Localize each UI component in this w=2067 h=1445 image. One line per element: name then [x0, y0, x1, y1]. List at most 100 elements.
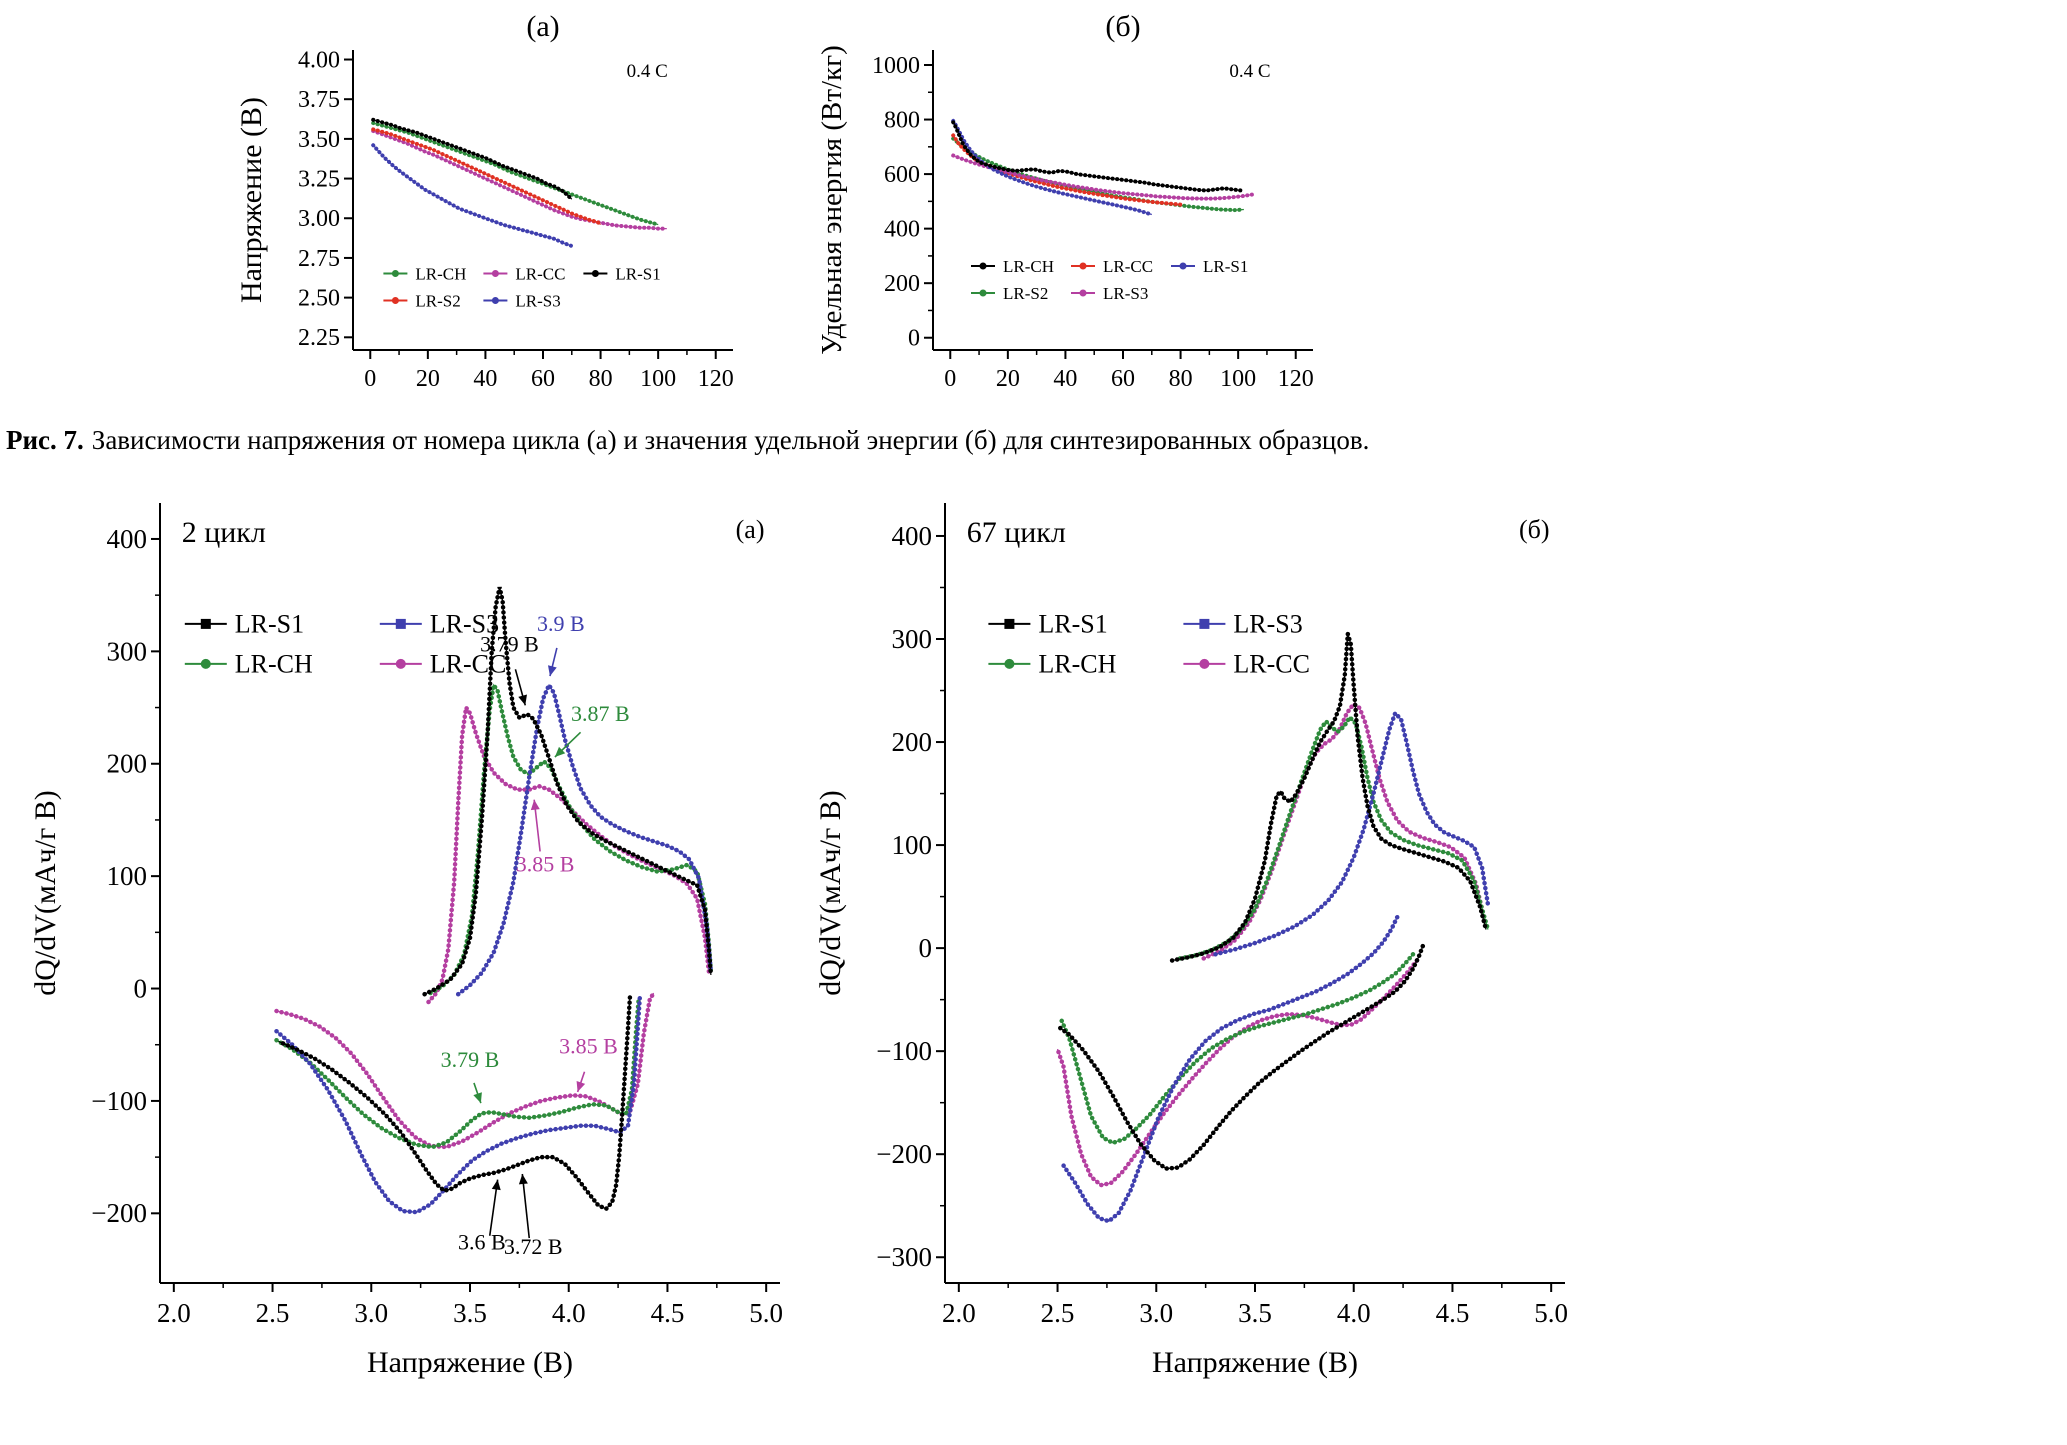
- svg-text:400: 400: [892, 521, 933, 551]
- svg-text:LR-S3: LR-S3: [1103, 284, 1148, 303]
- svg-text:60: 60: [531, 366, 555, 392]
- svg-text:LR-CC: LR-CC: [515, 264, 565, 283]
- svg-text:4.5: 4.5: [1436, 1298, 1470, 1328]
- svg-text:LR-S3: LR-S3: [515, 291, 560, 310]
- chart-energy-vs-cycle: 0 20 40 60 80 100 120 0 200 400 600 800 1000 Удельная…: [815, 0, 1338, 430]
- svg-text:LR-CH: LR-CH: [415, 264, 466, 283]
- svg-text:LR-S1: LR-S1: [615, 264, 660, 283]
- svg-text:Напряжение (В): Напряжение (В): [235, 97, 268, 303]
- svg-text:20: 20: [416, 366, 440, 392]
- svg-text:3.0: 3.0: [1139, 1298, 1173, 1328]
- svg-text:80: 80: [1169, 366, 1193, 392]
- svg-text:−100: −100: [876, 1036, 932, 1066]
- svg-text:(б): (б): [1105, 10, 1140, 43]
- svg-text:100: 100: [892, 830, 933, 860]
- svg-text:4.5: 4.5: [651, 1298, 685, 1328]
- svg-text:120: 120: [698, 366, 734, 392]
- svg-text:3.72 В: 3.72 В: [504, 1234, 563, 1259]
- svg-text:200: 200: [884, 271, 920, 297]
- svg-text:4.0: 4.0: [1337, 1298, 1371, 1328]
- svg-text:0: 0: [944, 366, 956, 392]
- svg-text:LR-S1: LR-S1: [235, 610, 304, 639]
- svg-text:600: 600: [884, 162, 920, 188]
- svg-text:(а): (а): [526, 10, 559, 43]
- svg-text:3.0: 3.0: [354, 1298, 388, 1328]
- svg-text:−200: −200: [876, 1139, 932, 1169]
- svg-text:LR-S3: LR-S3: [1233, 610, 1302, 639]
- svg-text:3.85 В: 3.85 В: [559, 1034, 618, 1059]
- svg-text:5.0: 5.0: [1534, 1298, 1568, 1328]
- svg-text:2.5: 2.5: [256, 1298, 290, 1328]
- svg-text:0: 0: [364, 366, 376, 392]
- svg-text:−300: −300: [876, 1242, 932, 1272]
- svg-text:4.0: 4.0: [552, 1298, 586, 1328]
- svg-text:Напряжение (В): Напряжение (В): [1152, 1346, 1358, 1379]
- svg-text:2.75: 2.75: [298, 246, 340, 272]
- svg-text:100: 100: [1220, 366, 1256, 392]
- svg-text:3.85 В: 3.85 В: [516, 852, 575, 877]
- svg-text:0.4 C: 0.4 C: [1229, 61, 1270, 82]
- svg-text:0: 0: [919, 933, 933, 963]
- svg-text:4.00: 4.00: [298, 47, 340, 73]
- svg-text:200: 200: [107, 749, 148, 779]
- svg-text:0: 0: [134, 973, 148, 1003]
- chart-dqdv-cycle67-svg: 2.0 2.5 3.0 3.5 4.0 4.5 5.0 −300 −200 −100 0 100 200…: [814, 503, 1568, 1379]
- svg-text:3.79 В: 3.79 В: [441, 1047, 500, 1072]
- svg-text:LR-S3: LR-S3: [430, 610, 499, 639]
- svg-text:LR-CC: LR-CC: [1233, 650, 1310, 679]
- svg-text:120: 120: [1278, 366, 1314, 392]
- svg-text:800: 800: [884, 107, 920, 133]
- chart-voltage-vs-cycle-svg: 0 20 40 60 80 100 120 2.25 2.50 2.75 3.00 3.25 3.50 3…: [235, 10, 734, 392]
- svg-text:2 цикл: 2 цикл: [182, 516, 266, 549]
- svg-text:LR-S2: LR-S2: [415, 291, 460, 310]
- svg-text:3.5: 3.5: [453, 1298, 487, 1328]
- chart-energy-vs-cycle-svg: 0 20 40 60 80 100 120 0 200 400 600 800 1000 Удельная…: [816, 10, 1314, 392]
- svg-text:LR-S1: LR-S1: [1038, 610, 1107, 639]
- svg-text:80: 80: [589, 366, 613, 392]
- svg-text:5.0: 5.0: [749, 1298, 783, 1328]
- svg-text:1000: 1000: [872, 53, 920, 79]
- svg-text:3.00: 3.00: [298, 206, 340, 232]
- svg-text:20: 20: [996, 366, 1020, 392]
- chart-dqdv-cycle67: 2.0 2.5 3.0 3.5 4.0 4.5 5.0 −300 −200 −100 0 100 200…: [810, 468, 1600, 1388]
- svg-text:LR-CH: LR-CH: [1038, 650, 1116, 679]
- svg-text:3.79 В: 3.79 В: [480, 631, 539, 656]
- svg-text:300: 300: [107, 636, 148, 666]
- svg-text:400: 400: [884, 217, 920, 243]
- svg-text:67 цикл: 67 цикл: [967, 516, 1066, 549]
- svg-text:3.87 В: 3.87 В: [571, 701, 630, 726]
- svg-text:3.6 В: 3.6 В: [458, 1229, 506, 1254]
- figure-caption-label: Рис. 7.: [6, 425, 84, 455]
- svg-text:(а): (а): [736, 515, 765, 544]
- svg-text:2.5: 2.5: [1041, 1298, 1075, 1328]
- svg-text:2.0: 2.0: [942, 1298, 976, 1328]
- svg-text:dQ/dV(мАч/г В): dQ/dV(мАч/г В): [29, 790, 62, 996]
- svg-text:dQ/dV(мАч/г В): dQ/dV(мАч/г В): [814, 790, 847, 996]
- svg-text:40: 40: [473, 366, 497, 392]
- svg-text:3.5: 3.5: [1238, 1298, 1272, 1328]
- chart-voltage-vs-cycle: 0 20 40 60 80 100 120 2.25 2.50 2.75 3.00 3.25 3.50 3…: [235, 0, 758, 430]
- svg-text:3.50: 3.50: [298, 127, 340, 153]
- svg-text:200: 200: [892, 727, 933, 757]
- svg-text:3.75: 3.75: [298, 87, 340, 113]
- svg-text:Удельная энергия (Вт/кг): Удельная энергия (Вт/кг): [816, 45, 848, 354]
- chart-dqdv-cycle2: 2.0 2.5 3.0 3.5 4.0 4.5 5.0 −200 −100 0 100 200 300 4…: [25, 468, 815, 1388]
- svg-text:3.25: 3.25: [298, 166, 340, 192]
- chart-dqdv-cycle2-svg: 2.0 2.5 3.0 3.5 4.0 4.5 5.0 −200 −100 0 100 200 300 4…: [29, 503, 783, 1379]
- svg-text:LR-CH: LR-CH: [1003, 257, 1054, 276]
- svg-text:300: 300: [892, 624, 933, 654]
- svg-text:−200: −200: [91, 1198, 147, 1228]
- svg-text:LR-S1: LR-S1: [1203, 257, 1248, 276]
- svg-text:400: 400: [107, 524, 148, 554]
- svg-text:60: 60: [1111, 366, 1135, 392]
- svg-text:LR-CH: LR-CH: [235, 650, 313, 679]
- svg-text:100: 100: [640, 366, 676, 392]
- svg-text:3.9 В: 3.9 В: [537, 611, 585, 636]
- svg-text:0: 0: [908, 326, 920, 352]
- svg-text:40: 40: [1053, 366, 1077, 392]
- svg-text:100: 100: [107, 861, 148, 891]
- svg-text:2.50: 2.50: [298, 286, 340, 312]
- figure-caption: Рис. 7. Зависимости напряжения от номера …: [6, 425, 1996, 456]
- svg-text:−100: −100: [91, 1086, 147, 1116]
- svg-text:(б): (б): [1519, 515, 1550, 544]
